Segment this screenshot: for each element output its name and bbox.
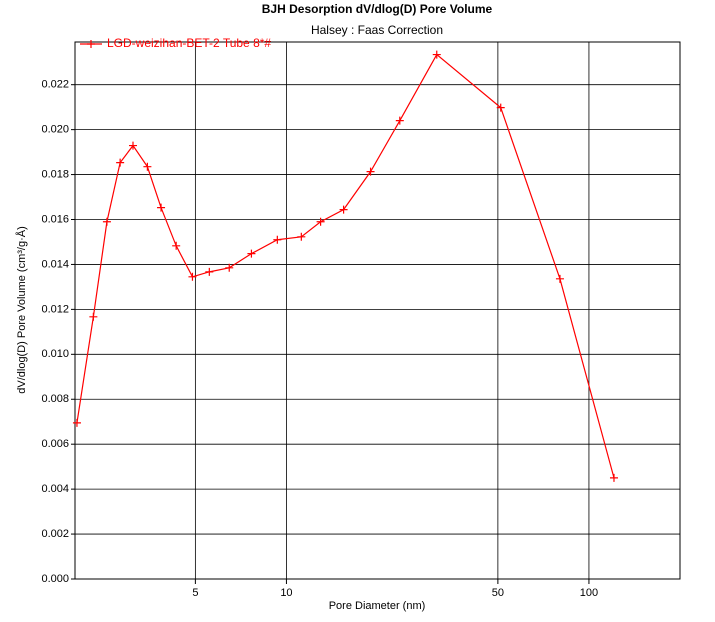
chart-subtitle: Halsey : Faas Correction	[311, 23, 443, 37]
data-marker	[102, 217, 111, 226]
data-marker	[205, 267, 214, 276]
data-line	[76, 53, 615, 479]
data-marker	[316, 217, 325, 226]
y-tick-label: 0.020	[41, 124, 69, 136]
data-marker	[555, 274, 564, 283]
chart-title: BJH Desorption dV/dlog(D) Pore Volume	[262, 2, 493, 16]
data-marker	[366, 167, 375, 176]
y-tick-label: 0.004	[41, 483, 69, 495]
data-marker	[297, 232, 306, 241]
data-marker	[116, 158, 125, 167]
data-marker	[89, 312, 98, 321]
y-tick-label: 0.014	[41, 258, 69, 270]
x-tick-label: 5	[192, 587, 198, 599]
x-tick-label: 10	[280, 587, 292, 599]
data-marker	[225, 263, 234, 272]
x-tick-label: 100	[580, 587, 598, 599]
data-marker	[143, 162, 152, 171]
legend-label: LGD-weizihan-BET-2 Tube 8*#	[107, 36, 271, 50]
x-tick-label: 50	[492, 587, 504, 599]
data-marker	[496, 103, 505, 112]
y-tick-label: 0.012	[41, 303, 69, 315]
y-axis-label: dV/dlog(D) Pore Volume (cm³/g·Å)	[15, 226, 28, 394]
data-marker	[395, 116, 404, 125]
y-tick-label: 0.008	[41, 393, 69, 405]
y-tick-label: 0.016	[41, 213, 69, 225]
data-marker	[128, 141, 137, 150]
data-marker	[72, 418, 81, 427]
y-tick-label: 0.010	[41, 348, 69, 360]
y-tick-label: 0.002	[41, 528, 69, 540]
data-marker	[339, 205, 348, 214]
y-tick-label: 0.018	[41, 168, 69, 180]
data-marker	[273, 235, 282, 244]
data-marker	[247, 249, 256, 258]
data-marker	[172, 241, 181, 250]
data-marker	[609, 473, 618, 482]
y-tick-label: 0.022	[41, 79, 69, 91]
legend-marker	[87, 40, 95, 48]
data-marker	[188, 272, 197, 281]
y-tick-label: 0.006	[41, 438, 69, 450]
x-axis-label: Pore Diameter (nm)	[329, 600, 426, 612]
data-marker	[157, 203, 166, 212]
data-marker	[432, 50, 441, 59]
y-tick-label: 0.000	[41, 573, 69, 585]
